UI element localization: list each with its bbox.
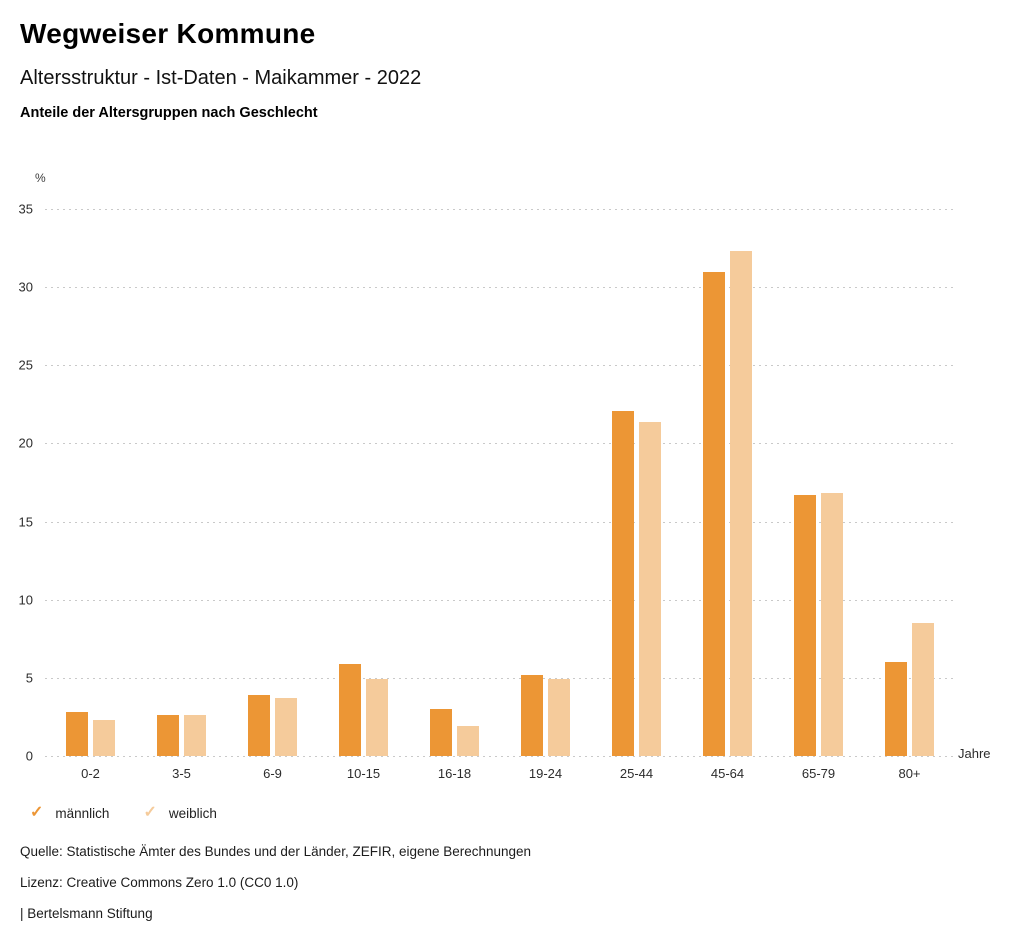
- bar-weiblich-0-2: [93, 720, 115, 756]
- bar-männlich-80+: [885, 662, 907, 756]
- legend-check-icon-weiblich: ✓: [143, 804, 157, 821]
- bar-männlich-65-79: [794, 495, 816, 756]
- source-text: Quelle: Statistische Ämter des Bundes un…: [20, 844, 532, 859]
- bar-group-10-15: [318, 209, 409, 756]
- chart-legend: ✓ männlich ✓ weiblich: [30, 805, 217, 821]
- x-axis-tick-labels: 0-2 3-5 6-9 10-15 16-18 19-24 25-44 45-64 65-79 8…: [45, 766, 955, 781]
- license-text: Lizenz: Creative Commons Zero 1.0 (CC0 1…: [20, 875, 299, 890]
- gridline-0: [45, 756, 955, 757]
- gridline-10: [45, 599, 955, 601]
- gridline-25: [45, 365, 955, 367]
- page-title: Wegweiser Kommune: [20, 18, 316, 49]
- gridline-5: [45, 677, 955, 679]
- x-tick-label-16-18: 16-18: [437, 766, 472, 781]
- bar-group-16-18: [409, 209, 500, 756]
- bar-group-45-64: [682, 209, 773, 756]
- gridline-15: [45, 521, 955, 523]
- bar-männlich-19-24: [521, 674, 543, 756]
- bar-group-80+: [864, 209, 955, 756]
- legend-item-weiblich[interactable]: ✓ weiblich: [143, 805, 216, 821]
- x-tick-label-0-2: 0-2: [81, 766, 100, 781]
- bar-weiblich-6-9: [275, 698, 297, 756]
- y-tick-label-15: 15: [18, 514, 33, 530]
- bar-weiblich-65-79: [821, 493, 843, 756]
- bar-männlich-3-5: [157, 715, 179, 756]
- x-tick-label-65-79: 65-79: [801, 766, 836, 781]
- y-tick-label-10: 10: [18, 592, 33, 608]
- bar-group-19-24: [500, 209, 591, 756]
- x-tick-label-19-24: 19-24: [528, 766, 563, 781]
- bar-männlich-6-9: [248, 695, 270, 756]
- y-tick-label-25: 25: [18, 357, 33, 373]
- x-tick-label-6-9: 6-9: [263, 766, 282, 781]
- bar-weiblich-45-64: [730, 251, 752, 756]
- bar-chart-plot-area: 0 5 10 15 20 25 30 35: [19, 202, 955, 764]
- legend-label-männlich: männlich: [55, 805, 110, 821]
- x-tick-label-45-64: 45-64: [710, 766, 745, 781]
- bar-weiblich-80+: [912, 623, 934, 756]
- bar-weiblich-3-5: [184, 715, 206, 756]
- x-tick-label-3-5: 3-5: [172, 766, 191, 781]
- y-tick-label-30: 30: [18, 279, 33, 295]
- legend-label-weiblich: weiblich: [168, 805, 217, 821]
- y-tick-label-0: 0: [25, 748, 33, 764]
- page-subtitle: Altersstruktur - Ist-Daten - Maikammer -…: [20, 67, 422, 89]
- gridline-20: [45, 443, 955, 445]
- chart-title: Anteile der Altersgruppen nach Geschlech…: [20, 105, 318, 121]
- bar-group-6-9: [227, 209, 318, 756]
- x-tick-label-10-15: 10-15: [346, 766, 381, 781]
- gridline-30: [45, 287, 955, 289]
- y-tick-label-20: 20: [18, 435, 33, 451]
- bar-männlich-45-64: [703, 271, 725, 756]
- x-axis-unit-label: Jahre: [958, 746, 991, 761]
- bar-weiblich-19-24: [548, 679, 570, 756]
- y-axis-unit-label: %: [35, 171, 46, 185]
- bar-weiblich-25-44: [639, 421, 661, 756]
- x-tick-label-25-44: 25-44: [619, 766, 654, 781]
- bars-row: [45, 209, 955, 756]
- bar-group-65-79: [773, 209, 864, 756]
- bar-group-3-5: [136, 209, 227, 756]
- bar-weiblich-10-15: [366, 679, 388, 756]
- legend-item-männlich[interactable]: ✓ männlich: [30, 805, 109, 821]
- bar-group-25-44: [591, 209, 682, 756]
- bar-männlich-25-44: [612, 410, 634, 756]
- x-tick-label-80+: 80+: [898, 766, 921, 781]
- bar-männlich-10-15: [339, 663, 361, 756]
- bar-männlich-16-18: [430, 709, 452, 756]
- gridline-35: [45, 209, 955, 210]
- legend-check-icon-männlich: ✓: [30, 804, 44, 821]
- y-tick-label-5: 5: [25, 670, 33, 686]
- bar-männlich-0-2: [66, 712, 88, 756]
- bar-group-0-2: [45, 209, 136, 756]
- bar-weiblich-16-18: [457, 726, 479, 756]
- y-tick-label-35: 35: [18, 201, 33, 217]
- branding-text: | Bertelsmann Stiftung: [20, 906, 153, 921]
